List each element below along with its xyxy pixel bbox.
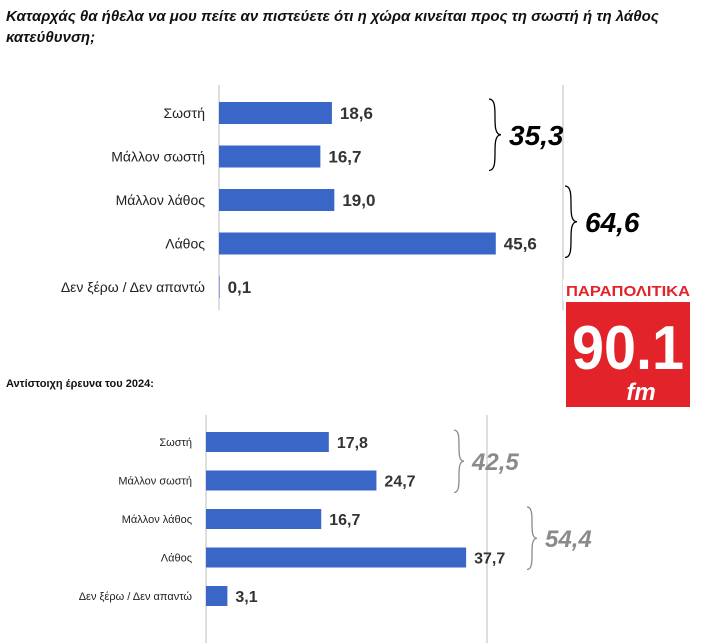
svg-text:fm: fm [626,379,655,406]
group-brace [488,98,502,172]
category-label: Λάθος [161,552,192,564]
bar [219,232,496,255]
category-label: Σωστή [163,105,205,121]
svg-text:90.1: 90.1 [572,314,684,383]
bar [206,586,228,606]
bar [206,470,377,491]
category-label: Μάλλον λάθος [116,192,206,208]
value-label: 37,7 [474,550,505,567]
value-label: 24,7 [384,473,415,490]
svg-text:ΠΑΡΑΠΟΛΙΤΙΚΑ: ΠΑΡΑΠΟΛΙΤΙΚΑ [566,283,690,300]
group-total-label: 35,3 [509,120,564,151]
value-label: 16,7 [329,512,360,529]
bar [206,509,322,529]
bar [219,189,335,211]
group-total-label: 42,5 [471,449,519,476]
bar [219,102,332,124]
survey-question: Καταρχάς θα ήθελα να μου πείτε αν πιστεύ… [6,8,659,46]
value-label: 19,0 [342,191,375,210]
group-brace [526,506,538,571]
category-label: Δεν ξέρω / Δεν απαντώ [79,591,193,603]
category-label: Σωστή [159,437,192,449]
value-label: 3,1 [235,589,257,606]
value-label: 16,7 [328,148,361,167]
category-label: Μάλλον σωστή [111,148,205,164]
bar [219,276,220,298]
bar [219,145,321,168]
category-label: Μάλλον λάθος [122,514,192,526]
subtitle-2024: Αντίστοιχη έρευνα του 2024: [6,378,154,390]
category-label: Μάλλον σωστή [118,475,192,487]
value-label: 45,6 [504,235,537,254]
value-label: 17,8 [337,435,368,452]
group-brace [453,429,465,494]
chart-2024: Σωστή 17,8 Μάλλον σωστή 24,7 Μάλλον λάθος 16,… [79,415,592,643]
parapolitika-logo: ΠΑΡΑΠΟΛΙΤΙΚΑ 90.1 fm [563,279,693,409]
group-total-label: 64,6 [585,207,640,238]
group-brace [564,185,578,259]
category-label: Λάθος [165,235,205,251]
category-label: Δεν ξέρω / Δεν απαντώ [61,279,205,295]
value-label: 18,6 [340,104,373,123]
bar [206,432,329,452]
chart-current: Σωστή 18,6 Μάλλον σωστή 16,7 Μάλλον λάθος 19,… [61,85,640,310]
value-label: 0,1 [228,278,252,297]
bar [206,547,467,568]
group-total-label: 54,4 [545,526,592,553]
